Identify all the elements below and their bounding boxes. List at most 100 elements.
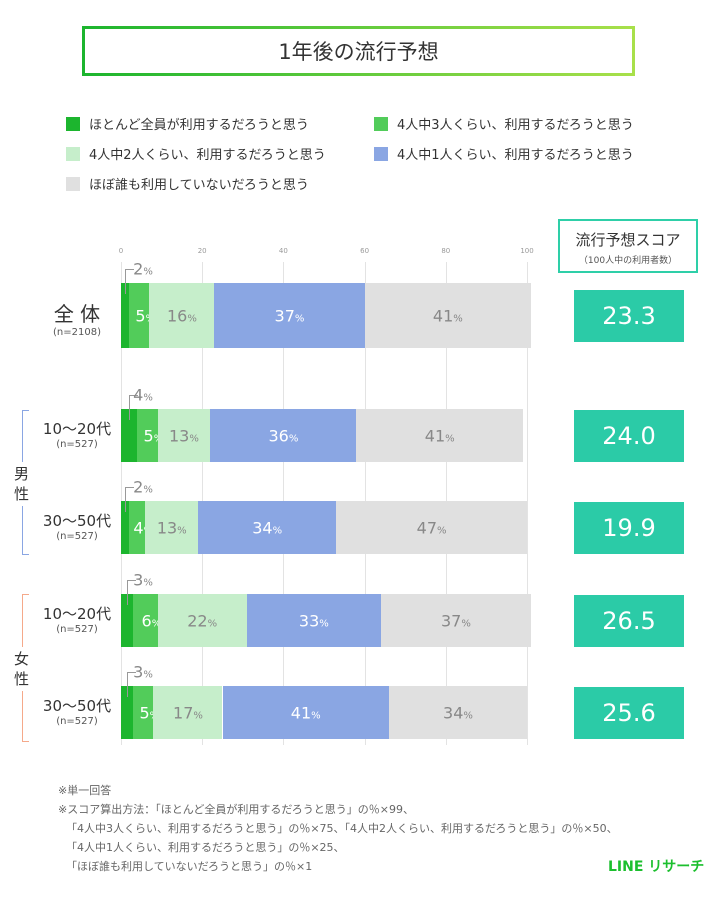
data-label: 17% <box>173 703 203 722</box>
score-value: 26.5 <box>574 594 684 647</box>
gridline <box>527 262 528 745</box>
data-label: 13% <box>168 426 199 445</box>
row-name: 30〜50代 <box>42 511 112 530</box>
footnotes: ※単一回答 ※スコア算出方法：「ほとんど全員が利用するだろうと思う」の％×99、… <box>58 781 618 876</box>
note: 「ほぼ誰も利用していないだろうと思う」の％×1 <box>66 860 313 873</box>
note: ※スコア算出方法：「ほとんど全員が利用するだろうと思う」の％×99、 <box>58 803 414 816</box>
bar-segment <box>380 594 532 647</box>
legend-item: 4人中3人くらい、利用するだろうと思う <box>374 114 634 133</box>
data-label: 13% <box>156 518 187 537</box>
bar-segment <box>214 283 365 348</box>
bar-segment <box>364 283 532 348</box>
score-header: 流行予想スコア （100人中の利用者数） <box>558 219 698 273</box>
leader-line <box>125 487 135 512</box>
legend-label: ほぼ誰も利用していないだろうと思う <box>89 178 309 193</box>
bar-segment <box>133 594 158 647</box>
group-label: 女 性 <box>14 647 30 691</box>
row-label: 10〜20代 (n=527) <box>32 418 122 450</box>
legend-label: 4人中1人くらい、利用するだろうと思う <box>397 148 634 163</box>
bar-segment <box>153 686 223 739</box>
row-n: (n=527) <box>56 438 98 450</box>
data-label: 41% <box>424 426 455 445</box>
row-name: 10〜20代 <box>42 419 112 438</box>
data-label: 41% <box>290 703 321 722</box>
data-label: 2% <box>133 477 153 497</box>
legend-item: 4人中2人くらい、利用するだろうと思う <box>66 144 326 163</box>
note: ※単一回答 <box>58 784 112 797</box>
data-label: 33% <box>298 611 329 630</box>
row-name: 全 体 <box>53 301 101 326</box>
tick-label: 80 <box>441 247 451 255</box>
tick-label: 0 <box>118 247 124 255</box>
data-label: 36% <box>268 426 299 445</box>
tick-label: 60 <box>360 247 370 255</box>
legend-label: ほとんど全員が利用するだろうと思う <box>89 118 309 133</box>
legend-swatch <box>374 146 388 161</box>
bar-segment <box>388 686 527 739</box>
score-value: 25.6 <box>574 686 684 739</box>
data-label: 6% <box>141 611 162 630</box>
leader-line <box>125 269 135 294</box>
data-label: 3% <box>133 662 153 682</box>
bar-segment <box>121 594 134 647</box>
data-label: 41% <box>432 306 463 325</box>
bar-segment <box>210 409 357 462</box>
data-label: 34% <box>443 703 473 722</box>
leader-line <box>127 672 137 697</box>
note: 「4人中3人くらい、利用するだろうと思う」の％×75、「4人中2人くらい、利用す… <box>66 822 618 835</box>
row-n: (n=527) <box>56 623 98 635</box>
bar-segment <box>149 283 215 348</box>
tick-label: 40 <box>278 247 288 255</box>
bar-segment <box>157 594 247 647</box>
bar-segment <box>145 501 199 554</box>
row-name: 30〜50代 <box>42 696 112 715</box>
data-label: 22% <box>187 611 218 630</box>
bar-segment <box>336 501 527 554</box>
legend-item: 4人中1人くらい、利用するだろうと思う <box>374 144 634 163</box>
bar-segment <box>133 686 154 739</box>
leader-line <box>127 580 137 605</box>
score-value: 23.3 <box>574 289 684 342</box>
score-header-title: 流行予想スコア <box>575 231 681 249</box>
data-label: 3% <box>133 570 153 590</box>
score-header-subtitle: （100人中の利用者数） <box>578 256 678 266</box>
bar-segment <box>222 686 389 739</box>
note: 「4人中1人くらい、利用するだろうと思う」の％×25、 <box>66 841 345 854</box>
bar-segment <box>137 409 158 462</box>
data-label: 37% <box>441 611 471 630</box>
row-n: (n=527) <box>56 715 98 727</box>
data-label: 34% <box>252 518 283 537</box>
bar-segment <box>121 501 130 554</box>
bar-segment <box>121 283 130 348</box>
bar-segment <box>129 501 146 554</box>
data-label: 47% <box>416 518 447 537</box>
bar-segment <box>121 686 134 739</box>
row-label: 全 体 (n=2108) <box>32 298 122 338</box>
score-value: 24.0 <box>574 409 684 462</box>
row-name: 10〜20代 <box>42 604 112 623</box>
data-label: 37% <box>274 306 305 325</box>
data-label: 4% <box>133 385 153 405</box>
data-label: 16% <box>166 306 197 325</box>
legend-swatch <box>66 146 80 161</box>
legend-label: 4人中3人くらい、利用するだろうと思う <box>397 118 634 133</box>
chart-title: 1年後の流行予想 <box>82 26 635 76</box>
row-n: (n=527) <box>56 530 98 542</box>
legend-swatch <box>66 116 80 131</box>
score-value: 19.9 <box>574 501 684 554</box>
row-label: 30〜50代 (n=527) <box>32 695 122 727</box>
bar-segment <box>129 283 150 348</box>
row-n: (n=2108) <box>53 326 101 338</box>
group-label: 男 性 <box>14 461 30 506</box>
bar-segment <box>157 409 211 462</box>
legend-item: ほぼ誰も利用していないだろうと思う <box>66 174 309 193</box>
brand-logo: LINE リサーチ <box>608 859 705 875</box>
legend-label: 4人中2人くらい、利用するだろうと思う <box>89 148 326 163</box>
tick-label: 20 <box>197 247 207 255</box>
legend-swatch <box>374 116 388 131</box>
tick-label: 100 <box>520 247 534 255</box>
leader-line <box>129 395 139 420</box>
bar-segment <box>356 409 523 462</box>
bar-segment <box>246 594 381 647</box>
